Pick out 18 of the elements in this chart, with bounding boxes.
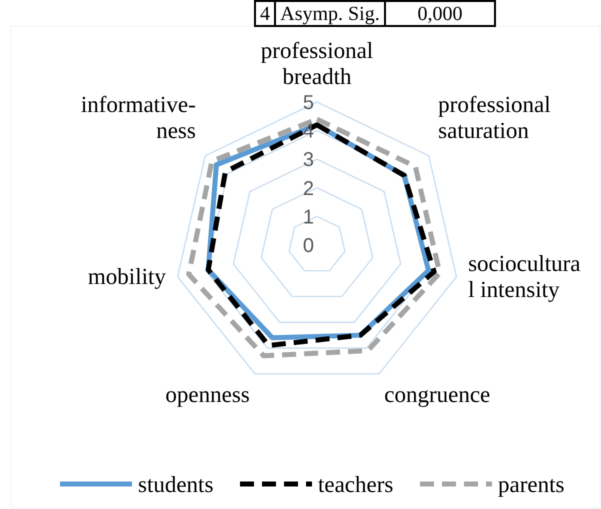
- spoke-label: sociocultura l intensity: [468, 250, 581, 302]
- spoke-label: professional saturation: [438, 92, 551, 143]
- spoke-label: congruence: [384, 382, 490, 407]
- text: Asymp. Sig.: [280, 3, 380, 25]
- y-tick-label: 0: [302, 235, 314, 257]
- text: 4: [260, 3, 270, 25]
- legend-label: teachers: [318, 472, 394, 498]
- spoke-label: mobility: [88, 264, 166, 289]
- spoke-label: informative- ness: [80, 92, 196, 143]
- legend-label: parents: [498, 472, 564, 498]
- spoke-label: professional breadth: [260, 38, 374, 89]
- y-tick-label: 1: [302, 206, 314, 228]
- legend-label: students: [138, 472, 214, 498]
- y-tick-label: 3: [302, 149, 314, 172]
- text: 0,000: [418, 3, 462, 25]
- spoke-label: openness: [165, 382, 250, 407]
- y-tick-label: 2: [302, 178, 314, 200]
- y-tick-label: 5: [302, 92, 314, 114]
